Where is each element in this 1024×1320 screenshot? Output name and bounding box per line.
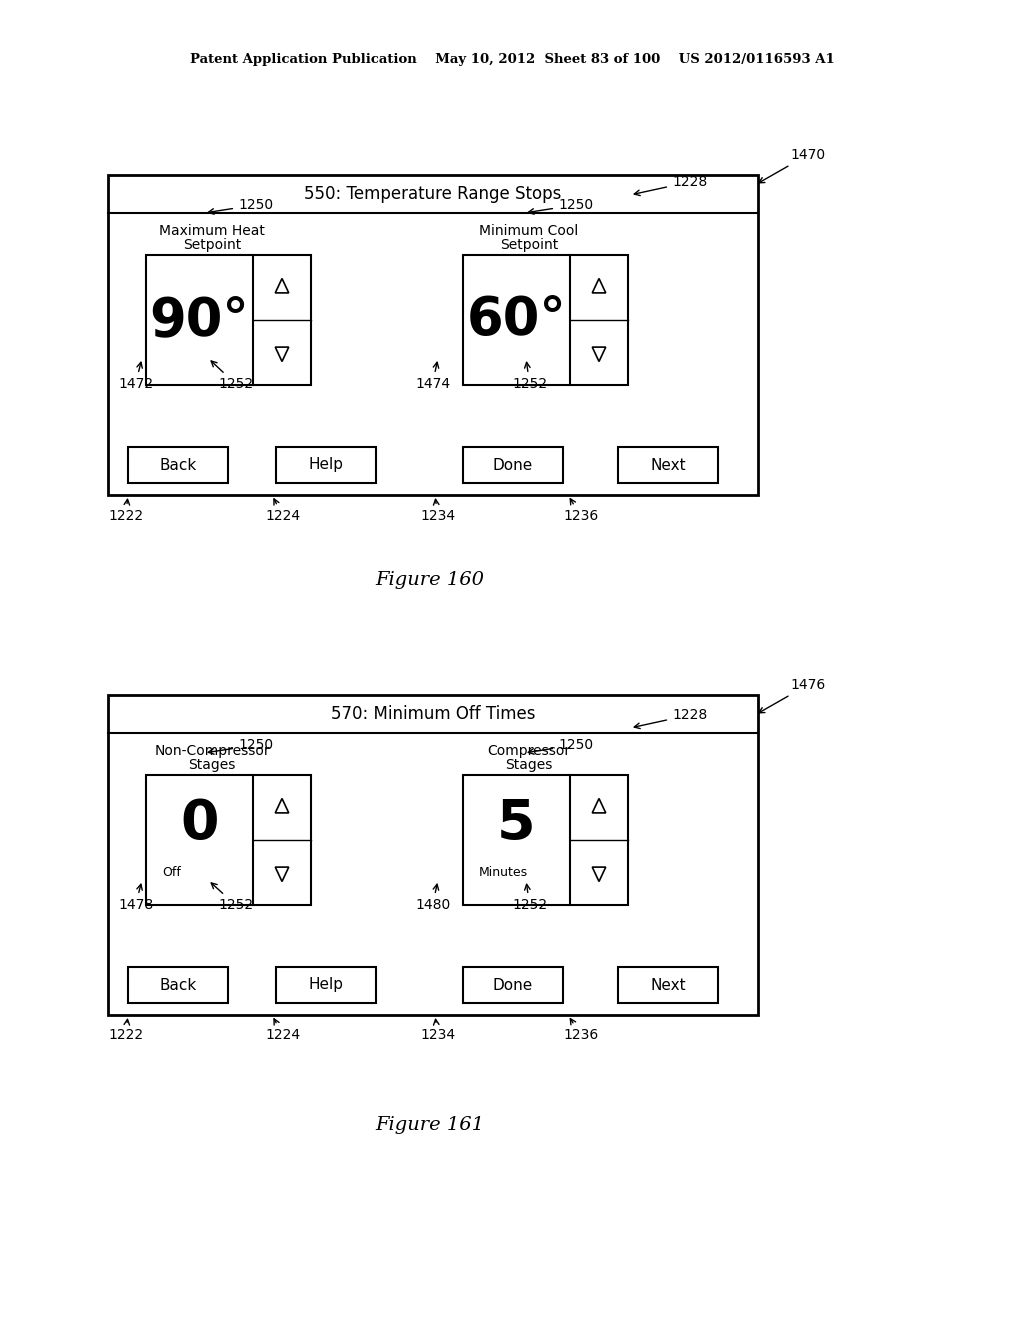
Bar <box>463 255 628 385</box>
Text: Help: Help <box>308 978 343 993</box>
Text: Back: Back <box>160 458 197 473</box>
Text: 1224: 1224 <box>265 1019 300 1041</box>
Polygon shape <box>592 347 606 362</box>
Bar <box>276 968 376 1003</box>
Text: 1250: 1250 <box>208 198 273 214</box>
Text: 1236: 1236 <box>563 1019 598 1041</box>
Text: 1480: 1480 <box>415 884 451 912</box>
Bar <box>146 255 311 385</box>
Text: 550: Temperature Range Stops: 550: Temperature Range Stops <box>304 185 562 203</box>
Text: 1222: 1222 <box>108 499 143 523</box>
Text: Back: Back <box>160 978 197 993</box>
Text: 1224: 1224 <box>265 499 300 523</box>
Text: Done: Done <box>493 458 534 473</box>
Text: 0: 0 <box>180 797 219 851</box>
Text: 1250: 1250 <box>528 198 593 214</box>
Text: 1252: 1252 <box>512 362 547 391</box>
Text: Non-Compressor: Non-Compressor <box>155 744 269 758</box>
Text: Patent Application Publication    May 10, 2012  Sheet 83 of 100    US 2012/01165: Patent Application Publication May 10, 2… <box>189 54 835 66</box>
Text: Off: Off <box>162 866 181 879</box>
Text: 1472: 1472 <box>118 362 154 391</box>
Text: 1234: 1234 <box>420 1019 455 1041</box>
Text: Stages: Stages <box>505 758 553 772</box>
Text: Done: Done <box>493 978 534 993</box>
Text: Help: Help <box>308 458 343 473</box>
Bar <box>618 447 718 483</box>
Text: 1252: 1252 <box>211 883 253 912</box>
Text: Maximum Heat: Maximum Heat <box>159 224 265 238</box>
Text: 1470: 1470 <box>759 148 825 183</box>
Text: 1478: 1478 <box>118 884 154 912</box>
Bar <box>128 968 228 1003</box>
Text: 1236: 1236 <box>563 499 598 523</box>
Bar <box>276 447 376 483</box>
Bar <box>108 696 758 1015</box>
Polygon shape <box>275 279 289 293</box>
Text: 1234: 1234 <box>420 499 455 523</box>
Text: Figure 161: Figure 161 <box>376 1115 484 1134</box>
Text: Setpoint: Setpoint <box>183 238 241 252</box>
Text: 1228: 1228 <box>634 176 708 195</box>
Polygon shape <box>592 867 606 882</box>
Bar <box>108 176 758 495</box>
Text: Figure 160: Figure 160 <box>376 572 484 589</box>
Text: 1222: 1222 <box>108 1019 143 1041</box>
Text: 1250: 1250 <box>528 738 593 754</box>
Text: Compressor: Compressor <box>487 744 570 758</box>
Text: 1474: 1474 <box>415 362 451 391</box>
Text: 570: Minimum Off Times: 570: Minimum Off Times <box>331 705 536 723</box>
Bar <box>463 968 563 1003</box>
Text: Next: Next <box>650 978 686 993</box>
Bar <box>128 447 228 483</box>
Polygon shape <box>592 279 606 293</box>
Text: 1252: 1252 <box>211 360 253 391</box>
Polygon shape <box>275 347 289 362</box>
Text: 5: 5 <box>498 797 536 851</box>
Text: 1250: 1250 <box>208 738 273 754</box>
Bar <box>463 775 628 906</box>
Bar <box>463 447 563 483</box>
Polygon shape <box>275 867 289 882</box>
Polygon shape <box>592 799 606 813</box>
Text: 90°: 90° <box>150 294 250 346</box>
Text: 60°: 60° <box>467 294 566 346</box>
Text: 1476: 1476 <box>759 678 825 713</box>
Text: Minimum Cool: Minimum Cool <box>479 224 579 238</box>
Text: Stages: Stages <box>188 758 236 772</box>
Text: 1228: 1228 <box>634 708 708 729</box>
Polygon shape <box>275 799 289 813</box>
Text: Next: Next <box>650 458 686 473</box>
Text: 1252: 1252 <box>512 884 547 912</box>
Bar <box>146 775 311 906</box>
Text: Setpoint: Setpoint <box>500 238 558 252</box>
Bar <box>618 968 718 1003</box>
Text: Minutes: Minutes <box>479 866 528 879</box>
